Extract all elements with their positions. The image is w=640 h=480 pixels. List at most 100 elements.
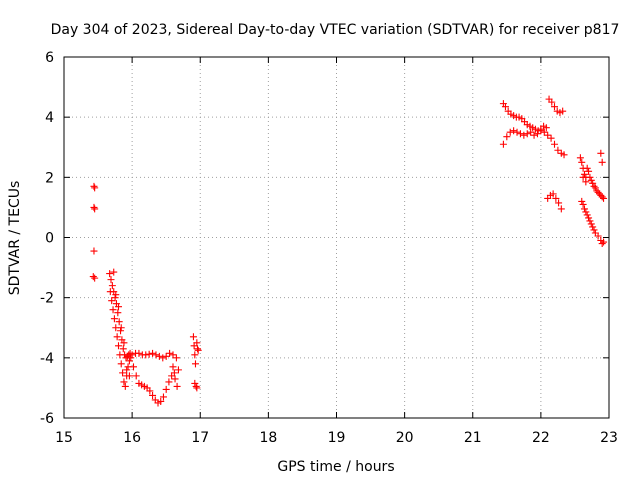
data-point bbox=[117, 324, 125, 332]
data-point bbox=[142, 351, 150, 359]
data-point bbox=[172, 354, 180, 362]
data-point bbox=[583, 164, 591, 172]
x-tick-label: 15 bbox=[55, 430, 73, 446]
data-point bbox=[600, 238, 608, 246]
gridlines bbox=[64, 57, 609, 418]
data-point bbox=[551, 103, 558, 111]
data-point bbox=[116, 351, 124, 359]
data-point bbox=[579, 200, 587, 208]
data-point bbox=[585, 167, 593, 175]
data-point bbox=[600, 194, 608, 202]
data-point bbox=[594, 232, 602, 240]
data-point bbox=[590, 226, 598, 234]
data-point bbox=[506, 128, 514, 136]
y-axis-label: SDTVAR / TECUs bbox=[7, 181, 23, 296]
data-point bbox=[579, 173, 587, 181]
data-point bbox=[114, 309, 122, 317]
data-point bbox=[189, 333, 197, 341]
data-point bbox=[527, 128, 535, 136]
data-point bbox=[89, 273, 97, 281]
data-point bbox=[132, 372, 140, 380]
data-point bbox=[580, 170, 588, 178]
data-point bbox=[173, 382, 181, 390]
data-point bbox=[115, 342, 122, 350]
data-point bbox=[530, 131, 538, 139]
data-point bbox=[166, 349, 174, 357]
data-point bbox=[113, 333, 121, 341]
data-point bbox=[520, 131, 528, 139]
data-point bbox=[149, 391, 157, 399]
data-point bbox=[587, 176, 595, 184]
data-point bbox=[112, 291, 120, 299]
y-tick-label: 4 bbox=[45, 110, 54, 126]
data-point bbox=[117, 360, 125, 368]
data-point bbox=[540, 128, 548, 136]
y-tick-label: 6 bbox=[45, 50, 54, 66]
x-tick-label: 20 bbox=[396, 430, 414, 446]
data-point bbox=[165, 378, 173, 386]
data-point bbox=[90, 182, 98, 190]
data-point bbox=[548, 98, 556, 106]
data-point bbox=[169, 363, 177, 371]
data-point bbox=[171, 375, 179, 383]
data-point bbox=[582, 178, 590, 186]
data-point bbox=[582, 208, 590, 216]
data-point bbox=[499, 140, 507, 148]
data-point bbox=[542, 124, 550, 132]
data-point bbox=[598, 240, 606, 248]
data-point bbox=[91, 274, 99, 282]
data-point bbox=[135, 349, 143, 357]
data-point bbox=[91, 205, 99, 213]
x-tick-label: 16 bbox=[123, 430, 141, 446]
data-point bbox=[583, 211, 591, 219]
data-point bbox=[115, 318, 123, 326]
data-point bbox=[108, 282, 116, 290]
data-point bbox=[516, 130, 524, 138]
data-point bbox=[146, 387, 154, 395]
data-point bbox=[597, 149, 605, 157]
x-tick-label: 19 bbox=[328, 430, 346, 446]
data-point bbox=[585, 214, 593, 222]
data-point bbox=[174, 366, 182, 374]
data-point bbox=[523, 130, 531, 138]
data-point bbox=[552, 194, 560, 202]
data-point bbox=[193, 384, 201, 392]
data-point bbox=[580, 205, 588, 213]
data-point bbox=[191, 351, 199, 359]
data-point bbox=[152, 351, 160, 359]
data-point bbox=[547, 134, 555, 142]
data-point bbox=[169, 351, 177, 359]
data-point bbox=[107, 276, 115, 284]
data-point bbox=[115, 303, 122, 311]
data-point bbox=[559, 107, 567, 115]
data-point bbox=[129, 363, 137, 371]
data-point bbox=[598, 158, 606, 166]
data-point bbox=[503, 133, 511, 141]
data-point bbox=[549, 190, 557, 198]
data-point bbox=[586, 173, 594, 181]
data-point bbox=[145, 350, 153, 358]
data-point bbox=[557, 205, 565, 213]
x-axis-label: GPS time / hours bbox=[277, 459, 394, 475]
data-point bbox=[586, 217, 594, 225]
x-tick-label: 22 bbox=[532, 430, 550, 446]
y-tick-labels: -6 -4 -2 0 2 4 6 bbox=[40, 50, 54, 427]
data-point bbox=[590, 182, 598, 190]
data-point bbox=[589, 223, 597, 231]
y-tick-label: -6 bbox=[40, 411, 54, 427]
data-point bbox=[560, 151, 568, 159]
data-point bbox=[117, 327, 125, 335]
data-point bbox=[108, 297, 116, 305]
data-point bbox=[91, 184, 99, 192]
x-tick-labels: 15 16 17 18 19 20 21 22 23 bbox=[55, 430, 618, 446]
data-point bbox=[578, 158, 586, 166]
data-point bbox=[170, 369, 178, 377]
data-point bbox=[128, 351, 136, 359]
data-point bbox=[109, 306, 117, 314]
x-tick-label: 17 bbox=[191, 430, 209, 446]
data-point bbox=[127, 354, 135, 362]
data-point bbox=[598, 193, 606, 201]
data-point bbox=[194, 346, 202, 354]
y-tick-label: 0 bbox=[45, 231, 54, 247]
